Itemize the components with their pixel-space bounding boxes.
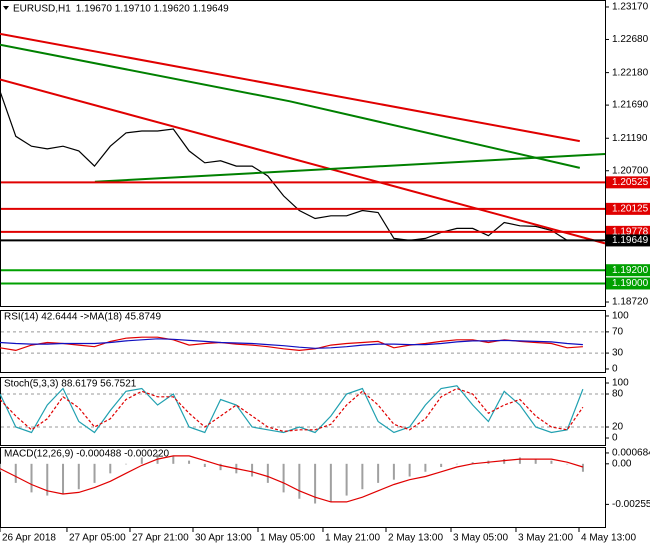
histogram-bar (392, 463, 395, 480)
panel-frame (0, 310, 606, 373)
chart-title: EURUSD,H1 (13, 4, 71, 15)
histogram-bar (282, 463, 285, 493)
histogram-bar (109, 463, 112, 474)
histogram-bar (455, 463, 458, 465)
panel-frame (0, 0, 606, 307)
y-tick-label: 1.23170 (612, 2, 649, 13)
x-tick-label: 27 Apr 21:00 (132, 533, 189, 544)
histogram-bar (0, 463, 1, 472)
level-box (606, 277, 650, 290)
series-line (0, 78, 606, 245)
histogram-bar (46, 463, 49, 496)
x-tick-label: 3 May 05:00 (453, 533, 508, 544)
y-tick-label: 70 (612, 327, 624, 338)
x-tick-label: 1 May 21:00 (325, 533, 380, 544)
y-tick-label: 0 (612, 433, 618, 444)
histogram-bar (30, 463, 33, 493)
histogram-bar (377, 463, 380, 483)
level-box (606, 176, 650, 189)
level-box (606, 234, 650, 247)
histogram-bar (77, 463, 80, 490)
x-tick-label: 27 Apr 05:00 (69, 533, 126, 544)
x-tick-label: 30 Apr 13:00 (195, 533, 252, 544)
level-label: 1.19649 (612, 235, 649, 246)
panel-title: MACD(12,26,9) -0.000488 -0.000220 (4, 449, 170, 460)
y-tick-label: 1.22680 (612, 34, 649, 45)
series-line (0, 43, 581, 169)
histogram-bar (408, 463, 411, 477)
histogram-bar (203, 463, 206, 467)
histogram-bar (140, 457, 143, 464)
histogram-bar (503, 459, 506, 464)
y-tick-label: 0.00 (612, 458, 632, 469)
histogram-bar (440, 463, 443, 467)
histogram-bar (93, 463, 96, 483)
histogram-bar (172, 455, 175, 464)
histogram-bar (62, 463, 65, 494)
y-tick-label: 100 (612, 378, 629, 389)
histogram-bar (345, 463, 348, 496)
panel-title: Stoch(5,3,3) 88.6179 56.7521 (4, 379, 137, 390)
level-label: 1.20125 (612, 204, 649, 215)
histogram-bar (219, 463, 222, 471)
y-tick-label: 1.21690 (612, 100, 649, 111)
histogram-bar (534, 459, 537, 464)
series-line (0, 338, 583, 349)
histogram-bar (581, 463, 584, 472)
histogram-bar (314, 463, 317, 504)
histogram-bar (14, 463, 17, 483)
histogram-bar (550, 460, 553, 464)
histogram-bar (266, 463, 269, 483)
histogram-bar (188, 460, 191, 464)
collapse-icon (3, 6, 9, 10)
x-tick-label: 3 May 21:00 (518, 533, 573, 544)
y-tick-label: 1.20700 (612, 165, 649, 176)
series-line (94, 153, 606, 183)
y-tick-label: 1.21190 (612, 133, 648, 144)
series-line (0, 387, 584, 433)
panel-title: RSI(14) 42.6444 ->MA(18) 45.8749 (4, 312, 161, 323)
y-tick-label: 1.22180 (612, 67, 649, 78)
y-tick-label: 80 (612, 389, 624, 400)
histogram-bar (329, 463, 332, 502)
series-line (0, 336, 583, 352)
y-tick-label: -0.002555 (612, 499, 650, 510)
y-tick-label: 0.000684 (612, 448, 650, 459)
series-line (0, 32, 580, 143)
y-tick-label: 30 (612, 348, 624, 359)
panel-frame (0, 377, 606, 446)
level-label: 1.19778 (612, 227, 649, 238)
level-label: 1.19000 (612, 278, 649, 289)
histogram-bar (125, 463, 128, 465)
chart-subtitle: 1.19670 1.19710 1.19620 1.19649 (76, 4, 229, 15)
level-label: 1.19200 (612, 265, 649, 276)
y-tick-label: 1.18720 (612, 297, 649, 308)
x-tick-label: 1 May 05:00 (260, 533, 315, 544)
y-tick-label: 0 (612, 364, 618, 375)
series-line (0, 455, 584, 503)
histogram-bar (361, 463, 364, 490)
x-tick-label: 2 May 13:00 (388, 533, 443, 544)
series-line (0, 91, 583, 242)
histogram-bar (298, 463, 301, 499)
level-box (606, 264, 650, 277)
level-box (606, 202, 650, 215)
histogram-bar (251, 463, 254, 477)
histogram-bar (518, 457, 521, 464)
series-line (0, 385, 584, 434)
y-tick-label: 20 (612, 422, 624, 433)
y-tick-label: 100 (612, 311, 629, 322)
histogram-bar (424, 463, 427, 472)
x-tick-label: 26 Apr 2018 (2, 533, 56, 544)
histogram-bar (566, 463, 569, 465)
level-label: 1.20525 (612, 177, 649, 188)
x-tick-label: 4 May 13:00 (581, 533, 636, 544)
histogram-bar (471, 462, 474, 464)
